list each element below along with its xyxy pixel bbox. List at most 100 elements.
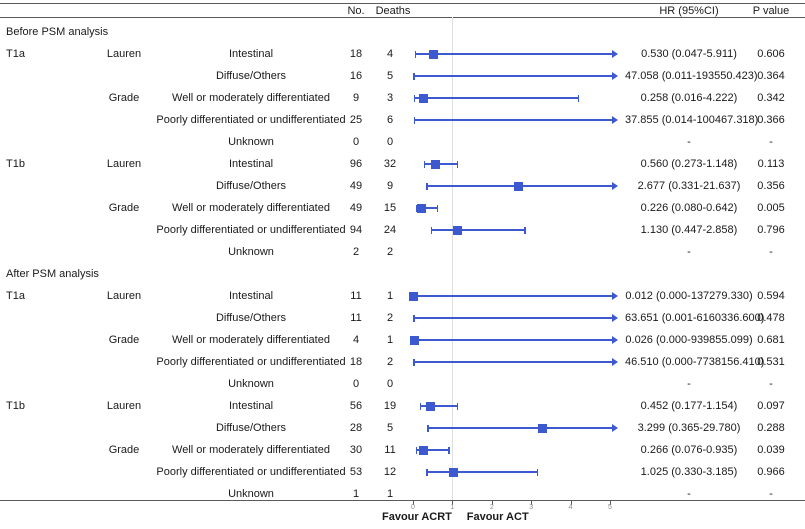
ci-line xyxy=(430,229,526,231)
no-value: 16 xyxy=(349,70,363,82)
no-value: 25 xyxy=(349,114,363,126)
ci-line xyxy=(416,207,439,209)
subgroup-label: Unknown xyxy=(228,246,274,258)
table-row: Poorly differentiated or undifferentiate… xyxy=(0,109,805,131)
ci-cap-left xyxy=(413,358,415,366)
ci-arrow-right-icon xyxy=(611,424,618,432)
hr-ci-value: 63.651 (0.001-6160336.600) xyxy=(625,312,765,324)
p-value: 0.366 xyxy=(757,114,785,126)
p-value: 0.097 xyxy=(757,400,785,412)
subgroup-label: Unknown xyxy=(228,136,274,148)
group-label: Lauren xyxy=(106,48,142,60)
t-stage-label xyxy=(6,65,86,87)
no-value: 96 xyxy=(349,158,363,170)
hr-ci-value: - xyxy=(687,136,691,148)
deaths-value: 24 xyxy=(383,224,397,236)
t-stage-label xyxy=(6,329,86,351)
t-stage-label xyxy=(6,131,86,153)
t-stage-label xyxy=(6,241,86,263)
deaths-value: 11 xyxy=(384,444,396,456)
ci-line xyxy=(426,471,539,473)
section-row: Before PSM analysis xyxy=(0,21,805,43)
deaths-value: 9 xyxy=(386,180,394,192)
table-row: Unknown 0 0 - - xyxy=(0,131,805,153)
ci-cap-left xyxy=(413,116,416,124)
group-label: Lauren xyxy=(106,290,142,302)
subgroup-label: Well or moderately differentiated xyxy=(172,334,330,346)
hr-ci-value: 0.226 (0.080-0.642) xyxy=(640,202,738,214)
hr-point-marker xyxy=(513,181,523,191)
ci-line xyxy=(414,53,612,55)
deaths-value: 6 xyxy=(386,114,394,126)
group-label: Grade xyxy=(108,92,140,104)
t-stage-label xyxy=(6,417,86,439)
ci-cap-left xyxy=(430,226,433,234)
ci-arrow-right-icon xyxy=(611,72,618,80)
ci-line xyxy=(413,295,612,297)
table-row: Diffuse/Others 28 5 3.299 (0.365-29.780)… xyxy=(0,417,805,439)
no-value: 28 xyxy=(349,422,363,434)
ci-cap-right xyxy=(524,226,526,234)
no-value: 49 xyxy=(349,202,363,214)
column-header-no: No. xyxy=(347,5,365,17)
ci-cap-left xyxy=(413,314,415,322)
deaths-value: 2 xyxy=(386,312,394,324)
p-value: 0.531 xyxy=(757,356,785,368)
group-label: Lauren xyxy=(106,400,142,412)
t-stage-label xyxy=(6,307,86,329)
subgroup-label: Unknown xyxy=(228,378,274,390)
header-rule xyxy=(0,17,805,18)
table-row: Grade Well or moderately differentiated … xyxy=(0,87,805,109)
no-value: 18 xyxy=(349,356,363,368)
table-row: T1a Lauren Intestinal 11 1 0.012 (0.000-… xyxy=(0,285,805,307)
ci-arrow-right-icon xyxy=(611,358,618,366)
no-value: 9 xyxy=(352,92,360,104)
hr-ci-value: 46.510 (0.000-7738156.410) xyxy=(625,356,765,368)
table-row: Poorly differentiated or undifferentiate… xyxy=(0,219,805,241)
ci-cap-left xyxy=(416,204,418,212)
p-value: 0.113 xyxy=(757,158,785,170)
ci-cap-left xyxy=(414,50,417,58)
hr-ci-value: - xyxy=(687,246,691,258)
deaths-value: 5 xyxy=(386,422,394,434)
hr-point-marker xyxy=(448,467,458,477)
deaths-value: 0 xyxy=(386,378,394,390)
ci-cap-left xyxy=(427,424,429,432)
t-stage-label xyxy=(6,351,86,373)
t-stage-label xyxy=(6,461,86,483)
hr-ci-value: 47.058 (0.011-193550.423) xyxy=(625,70,758,82)
no-value: 56 xyxy=(349,400,363,412)
ci-cap-left xyxy=(419,402,422,410)
hr-ci-value: 1.025 (0.330-3.185) xyxy=(640,466,738,478)
subgroup-label: Well or moderately differentiated xyxy=(172,92,330,104)
axis-tick xyxy=(610,501,611,505)
subgroup-label: Intestinal xyxy=(228,158,274,170)
ci-line xyxy=(415,449,450,451)
p-value: 0.005 xyxy=(757,202,785,214)
ci-arrow-right-icon xyxy=(611,182,618,190)
hr-ci-value: - xyxy=(687,378,691,390)
ci-arrow-right-icon xyxy=(611,336,618,344)
ci-cap-right xyxy=(448,446,450,454)
no-value: 49 xyxy=(349,180,363,192)
table-row: Grade Well or moderately differentiated … xyxy=(0,197,805,219)
axis-tick xyxy=(452,501,454,505)
hr-ci-value: 0.530 (0.047-5.911) xyxy=(641,48,737,60)
ci-line xyxy=(413,361,612,363)
axis-tick-label: 4 xyxy=(568,504,573,511)
table-row: Grade Well or moderately differentiated … xyxy=(0,439,805,461)
axis-tick-label: 2 xyxy=(489,504,494,511)
group-label: Grade xyxy=(108,444,140,456)
ci-arrow-right-icon xyxy=(611,50,618,58)
p-value: 0.364 xyxy=(757,70,785,82)
t-stage-label xyxy=(6,87,86,109)
hr-ci-value: 0.026 (0.000-939855.099) xyxy=(625,334,753,346)
t-stage-label xyxy=(6,109,86,131)
table-row: Grade Well or moderately differentiated … xyxy=(0,329,805,351)
hr-ci-value: 0.258 (0.016-4.222) xyxy=(640,92,738,104)
table-row: Diffuse/Others 49 9 2.677 (0.331-21.637)… xyxy=(0,175,805,197)
ci-arrow-right-icon xyxy=(611,292,618,300)
ci-line xyxy=(413,339,612,341)
deaths-value: 1 xyxy=(386,334,394,346)
p-value: 0.594 xyxy=(757,290,785,302)
